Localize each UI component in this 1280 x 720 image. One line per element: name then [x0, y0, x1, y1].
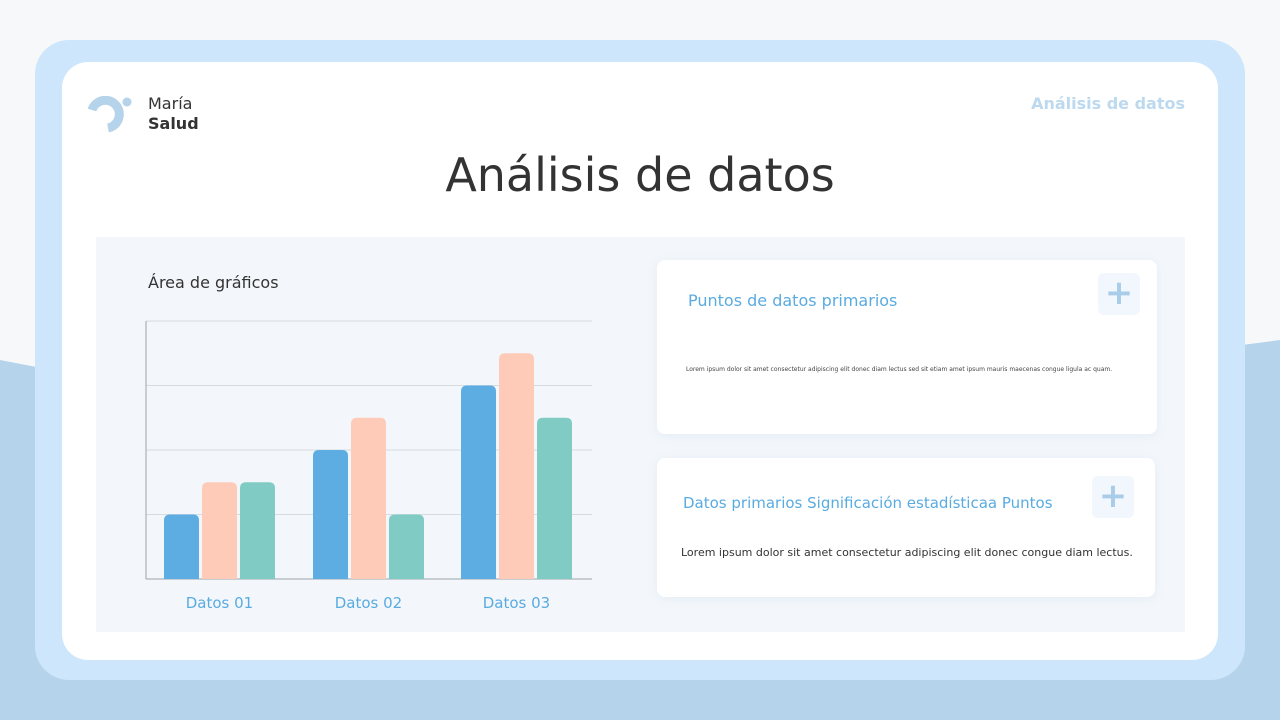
bar: [240, 482, 275, 579]
bar: [389, 514, 424, 579]
chart-title: Área de gráficos: [148, 273, 279, 292]
page-title: Análisis de datos: [445, 148, 835, 202]
bar: [313, 450, 348, 579]
brand-name-first: María: [148, 94, 193, 113]
info-card-title: Datos primarios Significación estadístic…: [683, 494, 1053, 512]
bar: [461, 385, 496, 579]
x-tick-label: Datos 03: [483, 594, 550, 612]
plus-icon[interactable]: +: [1092, 476, 1134, 518]
brand-name-second: Salud: [148, 114, 199, 133]
bar: [202, 482, 237, 579]
plus-icon[interactable]: +: [1098, 273, 1140, 315]
info-card-2: Datos primarios Significación estadístic…: [657, 458, 1155, 597]
info-card-body: Lorem ipsum dolor sit amet consectetur a…: [681, 546, 1133, 559]
bar: [351, 417, 386, 579]
info-card-1: Puntos de datos primarios + Lorem ipsum …: [657, 260, 1157, 434]
info-card-title: Puntos de datos primarios: [688, 291, 898, 310]
bar: [499, 353, 534, 579]
info-card-body: Lorem ipsum dolor sit amet consectetur a…: [686, 366, 1113, 373]
logo-icon: [88, 96, 132, 133]
x-tick-label: Datos 02: [335, 594, 402, 612]
bar: [537, 417, 572, 579]
header-link[interactable]: Análisis de datos: [1031, 94, 1185, 113]
x-tick-label: Datos 01: [186, 594, 253, 612]
bar: [164, 514, 199, 579]
